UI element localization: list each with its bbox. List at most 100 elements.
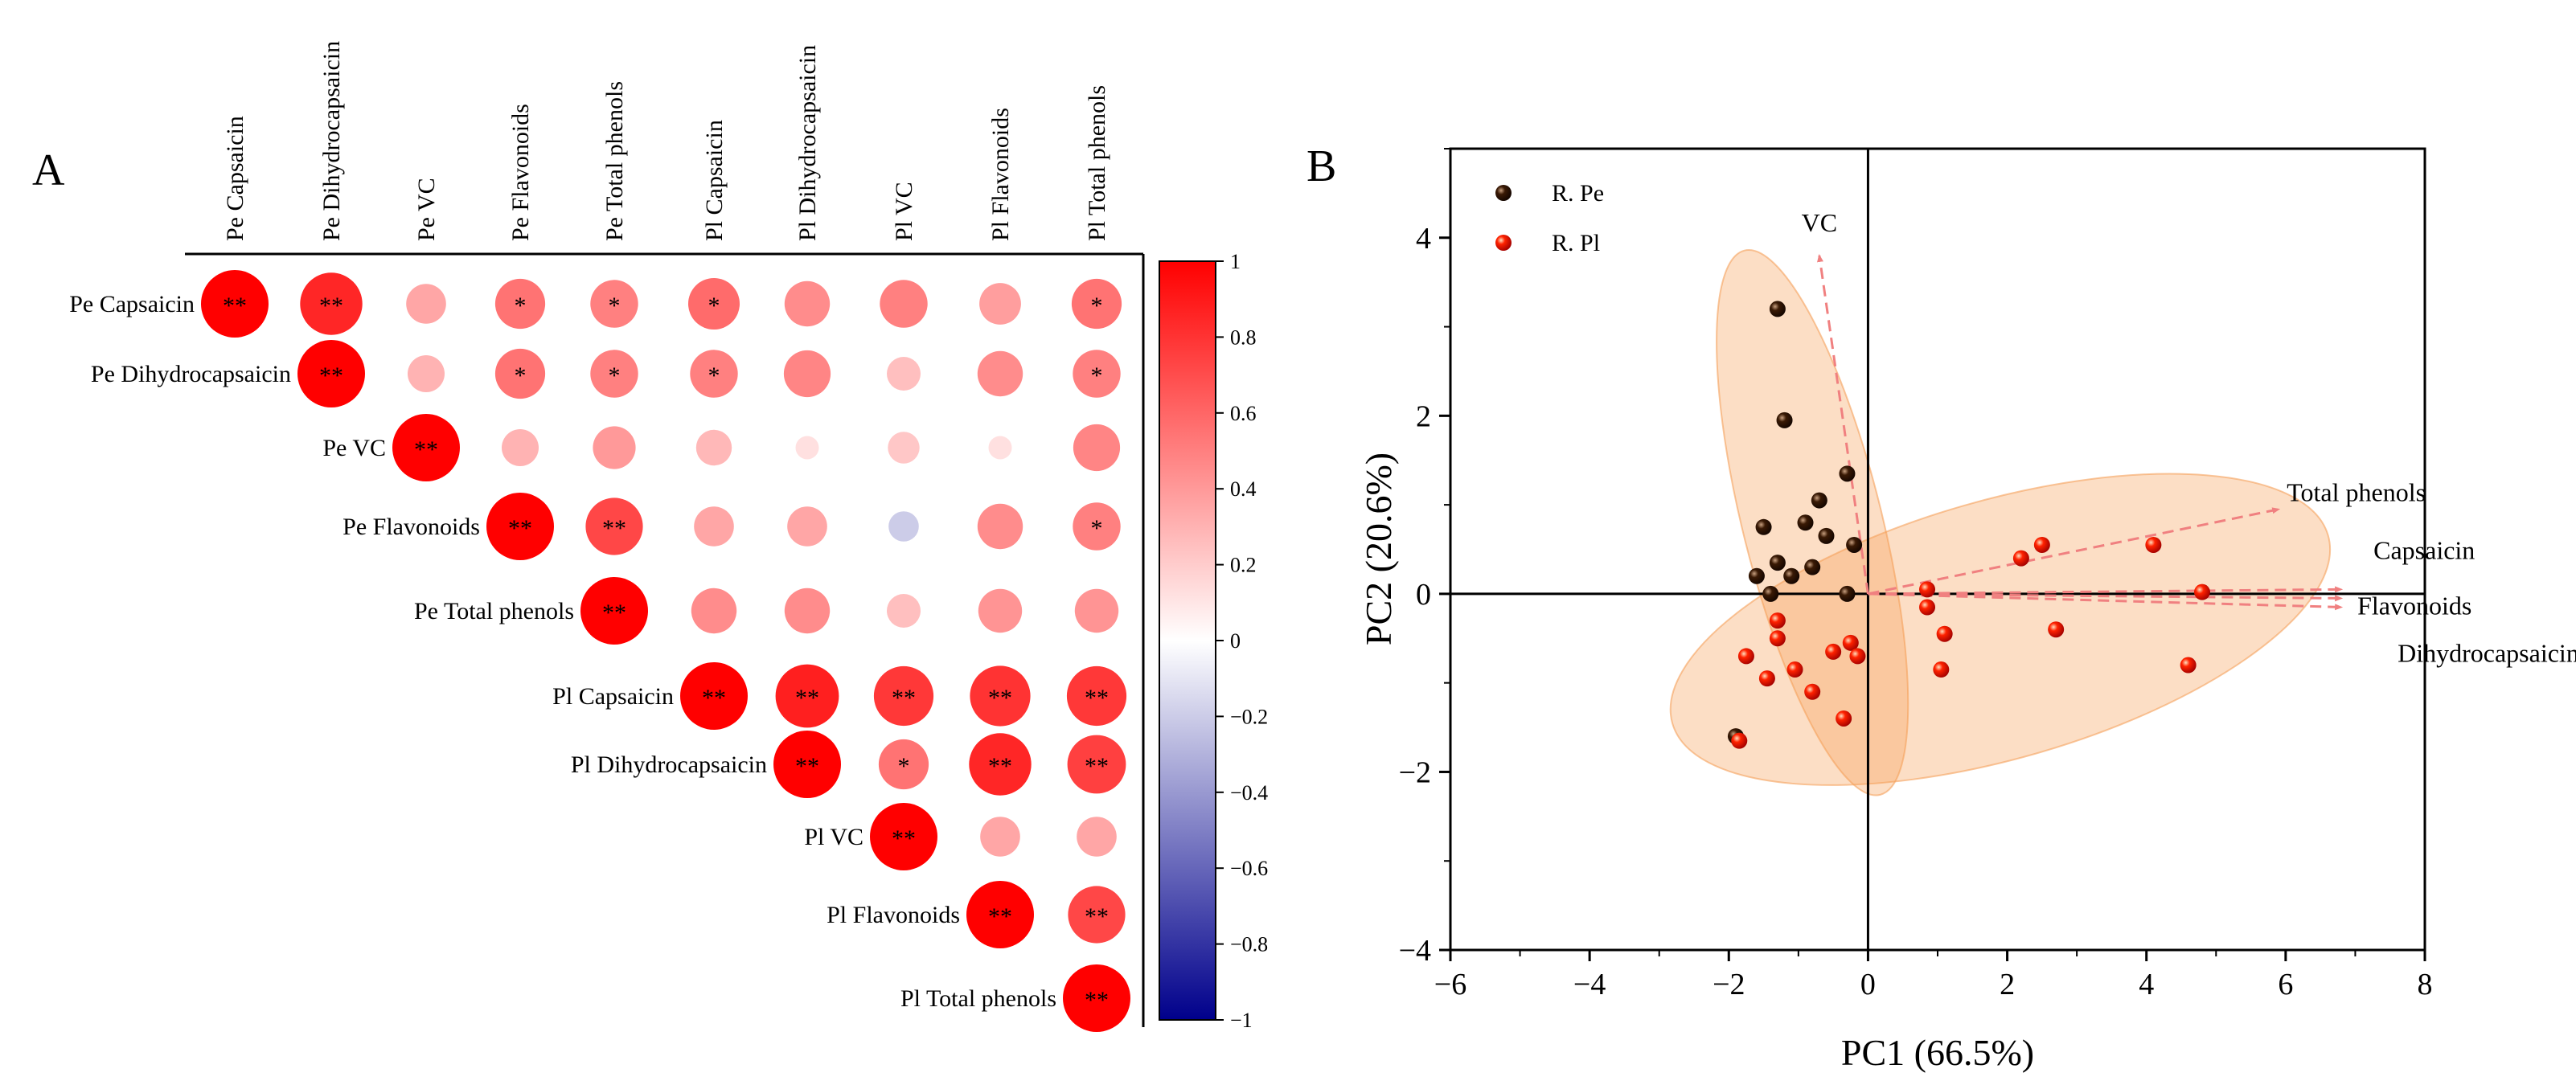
row-label: Pe VC (322, 435, 386, 461)
row-label: Pe Flavonoids (343, 514, 480, 540)
row-label: Pe Total phenols (414, 598, 574, 624)
score-point (2048, 621, 2065, 638)
heatmap-cells: ** ** * * * *** * * * ***** ** ***** ** ** ** **** * ** **… (201, 270, 1130, 1032)
x-tick-label: 6 (2278, 968, 2293, 1001)
correlation-cell (1074, 588, 1119, 633)
correlation-cell (494, 348, 546, 399)
score-point (1737, 648, 1754, 665)
y-tick-label: 0 (1416, 578, 1431, 612)
loading-label: Total phenols (2287, 478, 2426, 507)
score-point (1758, 670, 1775, 687)
correlation-cell (977, 350, 1023, 397)
colorbar-tick-label: 0.4 (1230, 477, 1257, 501)
correlation-cell (486, 493, 554, 560)
heatmap-column-labels: Pe Capsaicin Pe Dihydrocapsaicin Pe VC Pe F… (222, 41, 1110, 241)
correlation-cell (1063, 964, 1130, 1032)
significance-mark: ** (892, 825, 916, 852)
correlation-cell (691, 588, 737, 634)
x-tick-label: 2 (2000, 968, 2015, 1001)
column-label: Pe Dihydrocapsaicin (318, 41, 345, 241)
pca-zero-lines (1450, 149, 2425, 950)
x-tick-label: −4 (1573, 968, 1606, 1001)
score-point (1842, 634, 1859, 651)
correlation-cell (1066, 665, 1127, 727)
correlation-cell (300, 272, 363, 335)
significance-mark: ** (892, 685, 916, 711)
colorbar-tick-label: 0.8 (1230, 326, 1257, 349)
score-point (1919, 581, 1936, 598)
significance-mark: ** (319, 362, 343, 389)
panel-b-label: B (1306, 141, 1336, 191)
colorbar-tick-label: 0.6 (1230, 402, 1257, 425)
pca-x-axis-label: PC1 (66.5%) (1841, 1032, 2034, 1073)
correlation-cell (795, 436, 819, 460)
score-point (1731, 732, 1748, 749)
pca-x-ticks: −6 −4 −2 0 2 4 6 8 (1434, 950, 2433, 1001)
colorbar-tick-label: 0 (1230, 629, 1241, 653)
correlation-cell (878, 739, 929, 790)
significance-mark: ** (1085, 685, 1109, 711)
colorbar-tick-label: 0.2 (1230, 554, 1257, 577)
colorbar-tick-label: −1 (1230, 1009, 1253, 1032)
correlation-cell (980, 817, 1020, 857)
row-label: Pl VC (804, 824, 863, 850)
score-point (1933, 661, 1950, 678)
correlation-cell (408, 355, 445, 392)
correlation-cell (887, 594, 921, 628)
score-point (1919, 599, 1936, 616)
pca-legend: R. Pe R. Pl (1495, 180, 1604, 256)
correlation-cell (406, 284, 446, 324)
significance-mark: * (515, 362, 527, 389)
correlation-cell (887, 357, 921, 391)
significance-mark: ** (702, 685, 726, 711)
correlation-cell (977, 503, 1023, 550)
significance-mark: ** (602, 515, 626, 542)
score-point (1836, 710, 1852, 727)
colorbar-tick-label: −0.2 (1230, 705, 1268, 728)
significance-mark: ** (988, 685, 1012, 711)
score-point (1818, 527, 1835, 544)
pca-y-ticks: −4 −2 0 2 4 (1399, 148, 1450, 968)
correlation-cell (873, 665, 934, 727)
significance-mark: * (1091, 515, 1103, 542)
pca-ellipses (1669, 249, 2332, 796)
correlation-cell (966, 881, 1034, 948)
column-label: Pl Dihydrocapsaicin (794, 45, 821, 241)
column-label: Pl Capsaicin (701, 120, 728, 241)
correlation-cell (580, 577, 648, 645)
row-label: Pl Dihydrocapsaicin (571, 751, 767, 778)
correlation-cell (880, 280, 928, 328)
x-tick-label: 8 (2418, 968, 2433, 1001)
row-label: Pl Flavonoids (827, 902, 960, 928)
correlation-cell (392, 414, 460, 481)
score-point (1769, 630, 1786, 647)
correlation-cell (680, 662, 748, 730)
x-tick-label: −6 (1434, 968, 1466, 1001)
row-label: Pe Dihydrocapsaicin (91, 361, 291, 387)
significance-mark: ** (508, 515, 532, 542)
score-point (2012, 550, 2029, 567)
correlation-cell (690, 350, 738, 398)
score-point (1811, 492, 1827, 509)
score-point (1762, 585, 1779, 602)
score-point (2033, 536, 2050, 553)
correlation-panel: A Pe Capsaicin Pe Dihydrocapsaicin Pe VC Pe… (32, 41, 1268, 1032)
correlation-cell (784, 280, 831, 327)
confidence-ellipse (1669, 473, 2332, 786)
significance-mark: ** (795, 685, 819, 711)
correlation-cell (870, 803, 937, 870)
score-point (1748, 567, 1765, 584)
heatmap-row-labels: Pe Capsaicin Pe Dihydrocapsaicin Pe VC Pe F… (69, 291, 1056, 1012)
row-label: Pl Capsaicin (552, 683, 674, 710)
correlation-cell (1077, 817, 1117, 857)
significance-mark: ** (795, 753, 819, 780)
column-label: Pe VC (413, 178, 440, 241)
loading-label: VC (1802, 208, 1837, 237)
colorbar-tick-label: 1 (1230, 250, 1241, 273)
correlation-cell (969, 733, 1032, 796)
significance-mark: ** (1085, 753, 1109, 780)
correlation-cell (585, 497, 643, 555)
correlation-cell (590, 350, 638, 398)
column-label: Pl VC (891, 182, 917, 241)
